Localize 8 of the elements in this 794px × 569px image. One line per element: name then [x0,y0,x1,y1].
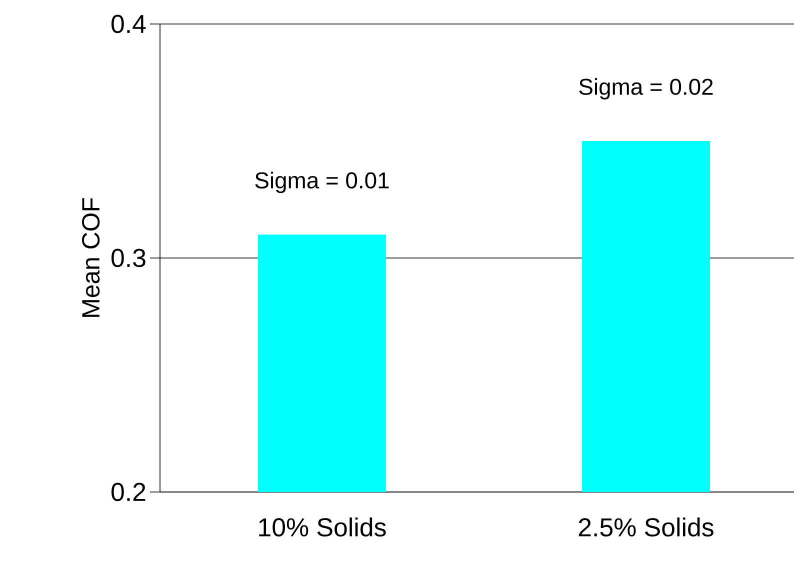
y-axis-title: Mean COF [82,198,100,317]
annotation: Sigma = 0.02 [579,78,713,100]
annotation: Sigma = 0.01 [255,172,389,194]
x-tick-label: 10% Solids [259,518,386,537]
y-tick-label: 0.4 [111,14,146,34]
y-tick-label: 0.3 [111,248,146,268]
x-tick-label: 2.5% Solids [578,518,714,537]
y-tick-label: 0.2 [111,482,146,502]
